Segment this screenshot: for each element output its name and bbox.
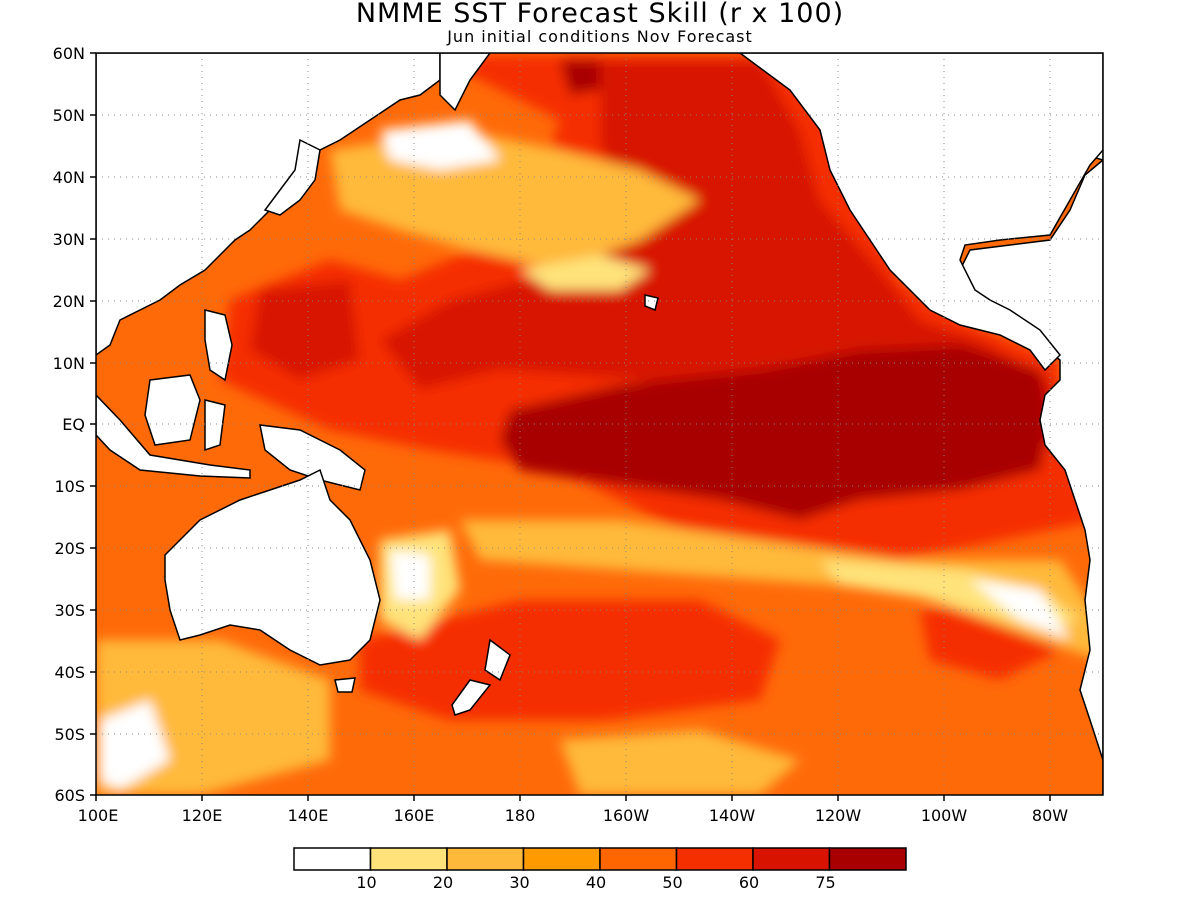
asia-landmass xyxy=(96,53,441,356)
lat-label: 30N xyxy=(53,230,85,249)
colorbar-swatch xyxy=(675,847,754,871)
australia-continent xyxy=(164,468,381,666)
lat-label: 20S xyxy=(54,539,85,558)
lat-label: 20N xyxy=(53,292,85,311)
colorbar-swatch xyxy=(522,847,601,871)
colorbar-label: 30 xyxy=(509,873,529,892)
field-region-low-far-south xyxy=(560,730,800,795)
lat-label: 50S xyxy=(54,725,85,744)
colorbar-swatch xyxy=(446,847,525,871)
land-masses xyxy=(96,53,1103,795)
x-axis: 100E 120E 140E 160E 180 160W 140W 120W 1… xyxy=(78,795,1068,825)
lat-label: 50N xyxy=(53,106,85,125)
y-axis: 60N 50N 40N 30N 20N 10N EQ 10S 20S 30S 4… xyxy=(53,44,96,805)
figure-title: NMME SST Forecast Skill (r x 100) xyxy=(355,0,845,29)
field-region-min-okhotsk xyxy=(380,120,500,170)
lon-label: 140W xyxy=(709,806,756,825)
new-guinea-island xyxy=(259,424,366,491)
hawaii-islands xyxy=(644,294,659,312)
field-region-low-subtropical-north xyxy=(520,255,650,290)
field-region-low-south-band xyxy=(460,520,1100,660)
philippines-islands xyxy=(204,309,233,382)
colorbar: 10 20 30 40 50 60 75 xyxy=(293,847,907,892)
lat-label: EQ xyxy=(62,415,85,434)
lon-label: 180 xyxy=(505,806,536,825)
borneo-island xyxy=(144,374,201,446)
colorbar-label: 10 xyxy=(356,873,376,892)
lon-label: 160E xyxy=(394,806,435,825)
colorbar-swatch xyxy=(752,847,831,871)
japan-islands xyxy=(263,138,321,216)
lon-label: 100W xyxy=(921,806,968,825)
field-region-max-north xyxy=(560,60,600,95)
colorbar-label: 60 xyxy=(739,873,759,892)
tasmania-island xyxy=(334,677,356,693)
lat-label: 40S xyxy=(54,663,85,682)
lat-label: 10S xyxy=(54,477,85,496)
colorbar-label: 75 xyxy=(815,873,835,892)
lon-label: 120E xyxy=(182,806,223,825)
lat-label: 10N xyxy=(53,354,85,373)
kamchatka-peninsula xyxy=(439,53,491,112)
field-region-min-coral-sea xyxy=(390,550,430,600)
colorbar-label: 50 xyxy=(662,873,682,892)
north-america-west-coast xyxy=(738,53,1103,372)
colorbar-label: 40 xyxy=(586,873,606,892)
sumatra-java-islands xyxy=(96,393,251,479)
lon-label: 100E xyxy=(78,806,119,825)
field-region-min-southwest xyxy=(100,700,170,790)
sulawesi-island xyxy=(204,399,226,452)
grid-lines xyxy=(96,53,1103,795)
lon-label: 140E xyxy=(288,806,329,825)
figure-subtitle: Jun initial conditions Nov Forecast xyxy=(447,27,753,46)
lat-label: 40N xyxy=(53,168,85,187)
field-region-75-west xyxy=(250,280,360,380)
lat-label: 30S xyxy=(54,601,85,620)
colorbar-swatch xyxy=(369,847,448,871)
colorbar-label: 20 xyxy=(433,873,453,892)
skill-field xyxy=(96,53,1103,795)
colorbar-swatch xyxy=(293,847,372,871)
new-zealand-north-island xyxy=(484,638,511,682)
colorbar-swatch xyxy=(599,847,678,871)
field-region-max-equatorial xyxy=(500,345,1050,520)
lat-label: 60N xyxy=(53,44,85,63)
lon-label: 80W xyxy=(1032,806,1068,825)
lon-label: 160W xyxy=(603,806,650,825)
new-zealand-south-island xyxy=(451,679,492,716)
lat-label: 60S xyxy=(54,786,85,805)
lon-label: 120W xyxy=(815,806,862,825)
colorbar-swatch xyxy=(828,847,907,871)
